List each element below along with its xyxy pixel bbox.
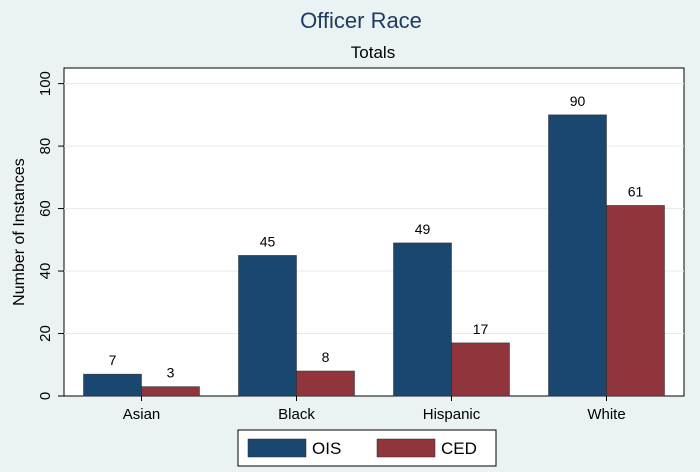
value-label: 8 xyxy=(322,349,330,365)
bar-ced xyxy=(296,370,355,397)
bar-ced xyxy=(141,386,200,397)
y-axis-label: Number of Instances xyxy=(11,158,28,306)
bars xyxy=(83,114,665,397)
y-tick-label: 60 xyxy=(37,200,54,217)
x-tick-label: Black xyxy=(278,406,315,423)
y-tick-label: 0 xyxy=(37,392,54,400)
chart-subtitle: Totals xyxy=(351,43,395,62)
bar-ced xyxy=(451,342,510,397)
value-label: 49 xyxy=(415,221,431,237)
y-tick-label: 40 xyxy=(37,263,54,280)
x-tick-label: Hispanic xyxy=(423,406,481,423)
value-label: 17 xyxy=(473,321,489,337)
x-tick-label: Asian xyxy=(123,406,161,423)
value-label: 3 xyxy=(167,365,175,381)
legend: OIS CED xyxy=(237,429,497,467)
chart-title: Officer Race xyxy=(300,8,422,33)
legend-swatch-ois xyxy=(247,438,307,458)
x-tick-label: White xyxy=(587,406,625,423)
bar-ois xyxy=(393,242,452,397)
bar-ois xyxy=(548,114,607,397)
value-label: 45 xyxy=(260,233,276,249)
bar-ced xyxy=(606,205,665,397)
legend-label-ois: OIS xyxy=(312,439,341,458)
value-label: 61 xyxy=(628,183,644,199)
y-tick-label: 100 xyxy=(37,71,54,96)
bar-ois xyxy=(238,255,297,397)
y-tick-label: 80 xyxy=(37,138,54,155)
bar-ois xyxy=(83,373,142,397)
y-tick-label: 20 xyxy=(37,325,54,342)
legend-label-ced: CED xyxy=(441,439,477,458)
value-label: 7 xyxy=(109,352,117,368)
value-label: 90 xyxy=(570,93,586,109)
legend-swatch-ced xyxy=(376,438,436,458)
axes: 0 20 40 60 80 100 Asian Black Hispanic White xyxy=(37,71,626,423)
value-labels: 7 3 45 8 49 17 90 61 xyxy=(109,93,644,381)
